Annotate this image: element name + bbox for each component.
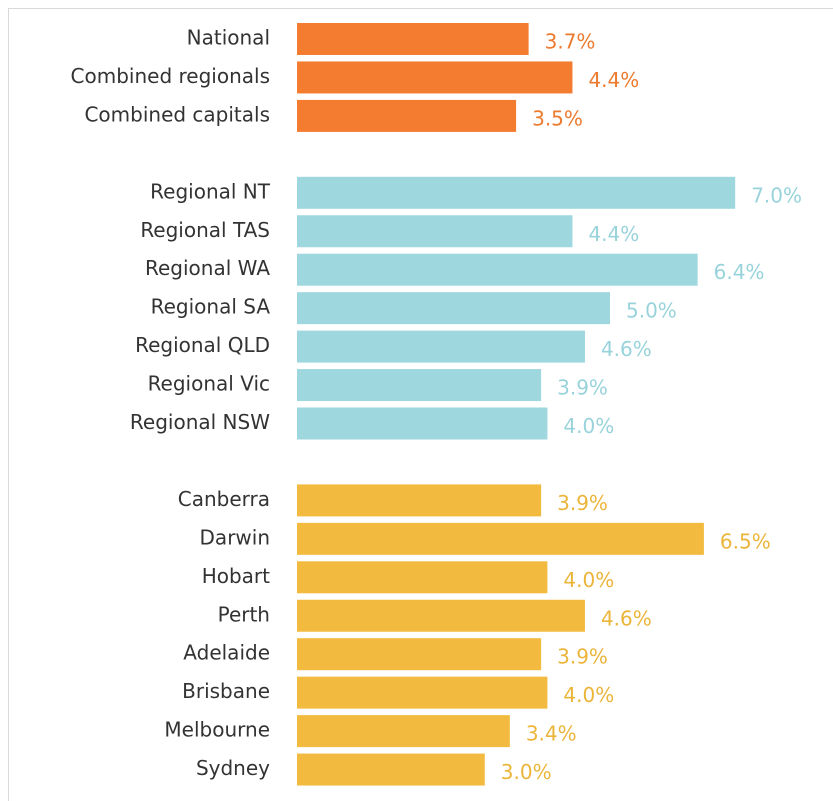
bar <box>297 215 573 248</box>
bar <box>297 61 573 94</box>
category-label: National <box>187 26 270 50</box>
bar <box>297 753 485 786</box>
bar <box>297 292 610 325</box>
category-label: Combined capitals <box>84 102 270 126</box>
category-label: Regional NSW <box>130 410 270 434</box>
bar <box>297 522 704 555</box>
bar <box>297 369 542 402</box>
frame <box>8 8 833 801</box>
bar <box>297 330 585 363</box>
category-label: Canberra <box>178 487 270 511</box>
value-label: 3.5% <box>532 106 583 130</box>
value-label: 4.6% <box>601 337 652 361</box>
bar <box>297 676 548 709</box>
category-label: Sydney <box>196 756 270 780</box>
category-label: Regional SA <box>151 295 271 319</box>
value-label: 3.0% <box>501 760 552 784</box>
bar <box>297 176 736 209</box>
bar <box>297 638 542 671</box>
bar <box>297 99 517 132</box>
value-label: 4.4% <box>588 68 639 92</box>
value-label: 6.5% <box>720 529 771 553</box>
category-label: Melbourne <box>164 718 270 742</box>
value-label: 4.0% <box>563 568 614 592</box>
category-label: Regional Vic <box>148 372 270 396</box>
bar <box>297 253 698 286</box>
value-label: 7.0% <box>751 183 802 207</box>
value-label: 5.0% <box>626 299 677 323</box>
bar <box>297 484 542 517</box>
value-label: 3.9% <box>557 645 608 669</box>
category-label: Hobart <box>202 564 270 588</box>
value-label: 6.4% <box>714 260 765 284</box>
category-label: Regional NT <box>150 179 271 203</box>
bar <box>297 715 510 748</box>
bar <box>297 599 585 632</box>
value-label: 4.6% <box>601 606 652 630</box>
value-label: 3.4% <box>526 722 577 746</box>
category-label: Darwin <box>200 525 270 549</box>
category-label: Brisbane <box>182 679 270 703</box>
value-label: 3.9% <box>557 376 608 400</box>
bar <box>297 561 548 594</box>
value-label: 3.7% <box>545 30 596 54</box>
value-label: 3.9% <box>557 491 608 515</box>
category-label: Regional TAS <box>140 218 270 242</box>
category-label: Perth <box>218 602 270 626</box>
value-label: 4.4% <box>588 222 639 246</box>
value-label: 4.0% <box>563 683 614 707</box>
category-label: Regional WA <box>145 256 270 280</box>
category-label: Adelaide <box>183 641 270 665</box>
category-label: Combined regionals <box>71 64 270 88</box>
category-label: Regional QLD <box>135 333 270 357</box>
bar <box>297 407 548 440</box>
value-label: 4.0% <box>563 414 614 438</box>
bar <box>297 23 529 55</box>
